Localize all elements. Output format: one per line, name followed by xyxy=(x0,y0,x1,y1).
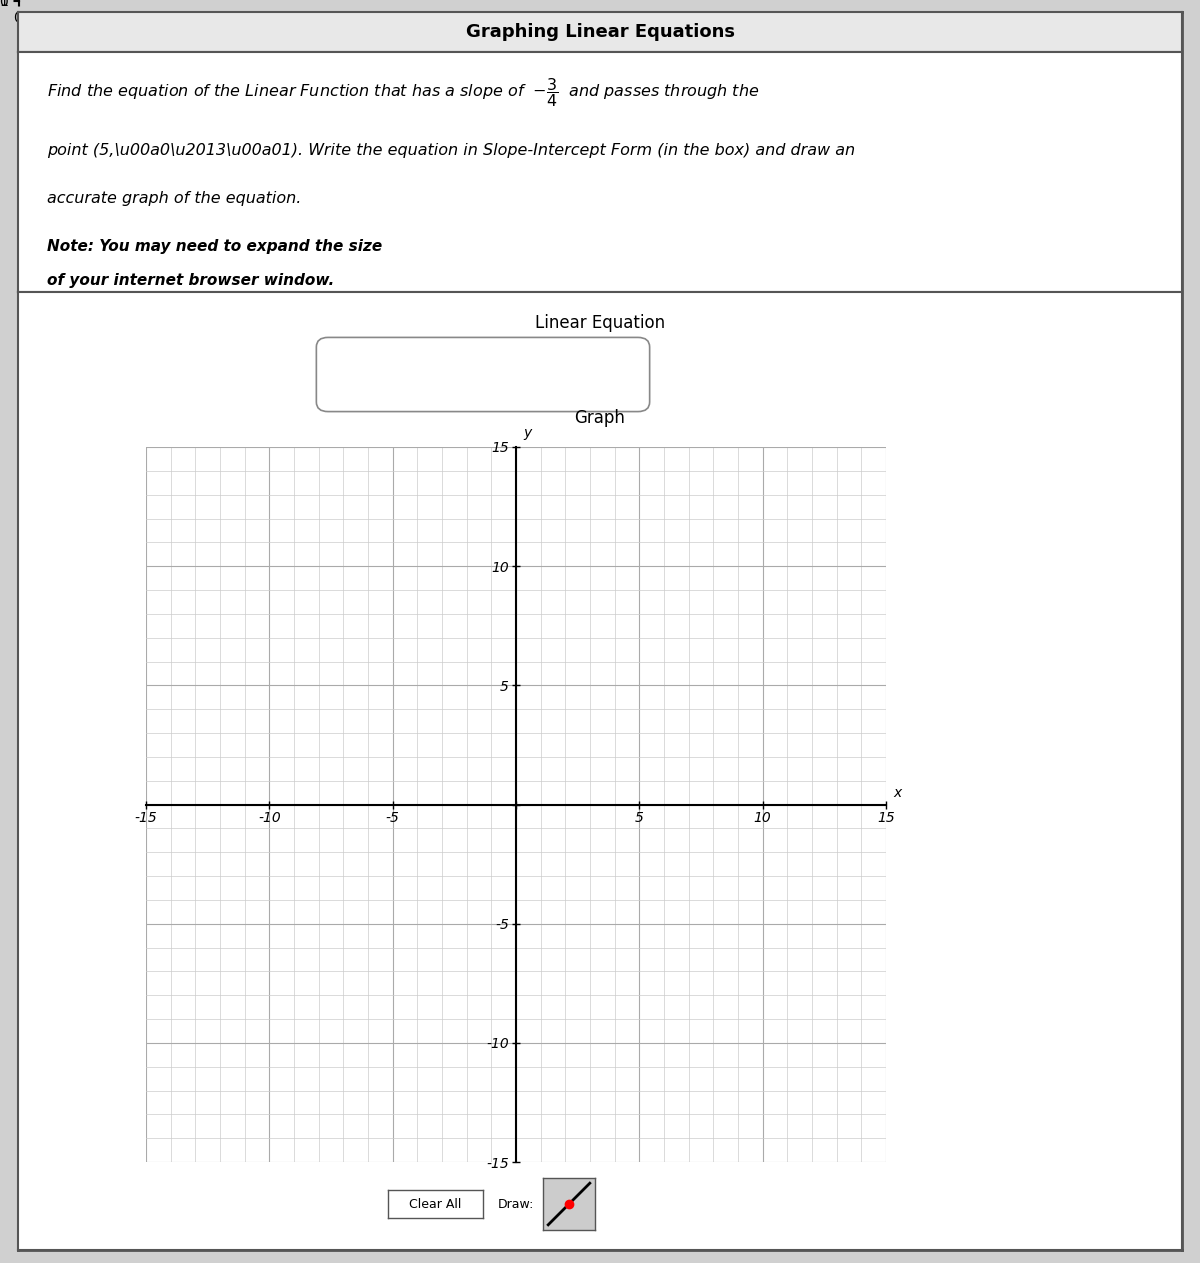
Text: Draw:: Draw: xyxy=(497,1197,534,1210)
Text: Note: You may need to expand the size: Note: You may need to expand the size xyxy=(47,239,383,254)
Text: Find the equation of the Linear Function that has a slope of  $-\dfrac{3}{4}$  a: Find the equation of the Linear Function… xyxy=(47,76,760,109)
Text: Graphing Linear Equations: Graphing Linear Equations xyxy=(466,23,734,40)
Text: x: x xyxy=(894,786,901,799)
Text: of your internet browser window.: of your internet browser window. xyxy=(47,273,335,288)
Text: Graph: Graph xyxy=(575,409,625,427)
Text: Linear Equation: Linear Equation xyxy=(535,314,665,332)
Text: accurate graph of the equation.: accurate graph of the equation. xyxy=(47,191,301,206)
FancyBboxPatch shape xyxy=(317,337,649,412)
Text: point (5,\u00a0\u2013\u00a01). Write the equation in Slope-Intercept Form (in th: point (5,\u00a0\u2013\u00a01). Write the… xyxy=(47,143,856,158)
Text: Clear All: Clear All xyxy=(409,1197,462,1210)
Text: y: y xyxy=(523,426,532,440)
